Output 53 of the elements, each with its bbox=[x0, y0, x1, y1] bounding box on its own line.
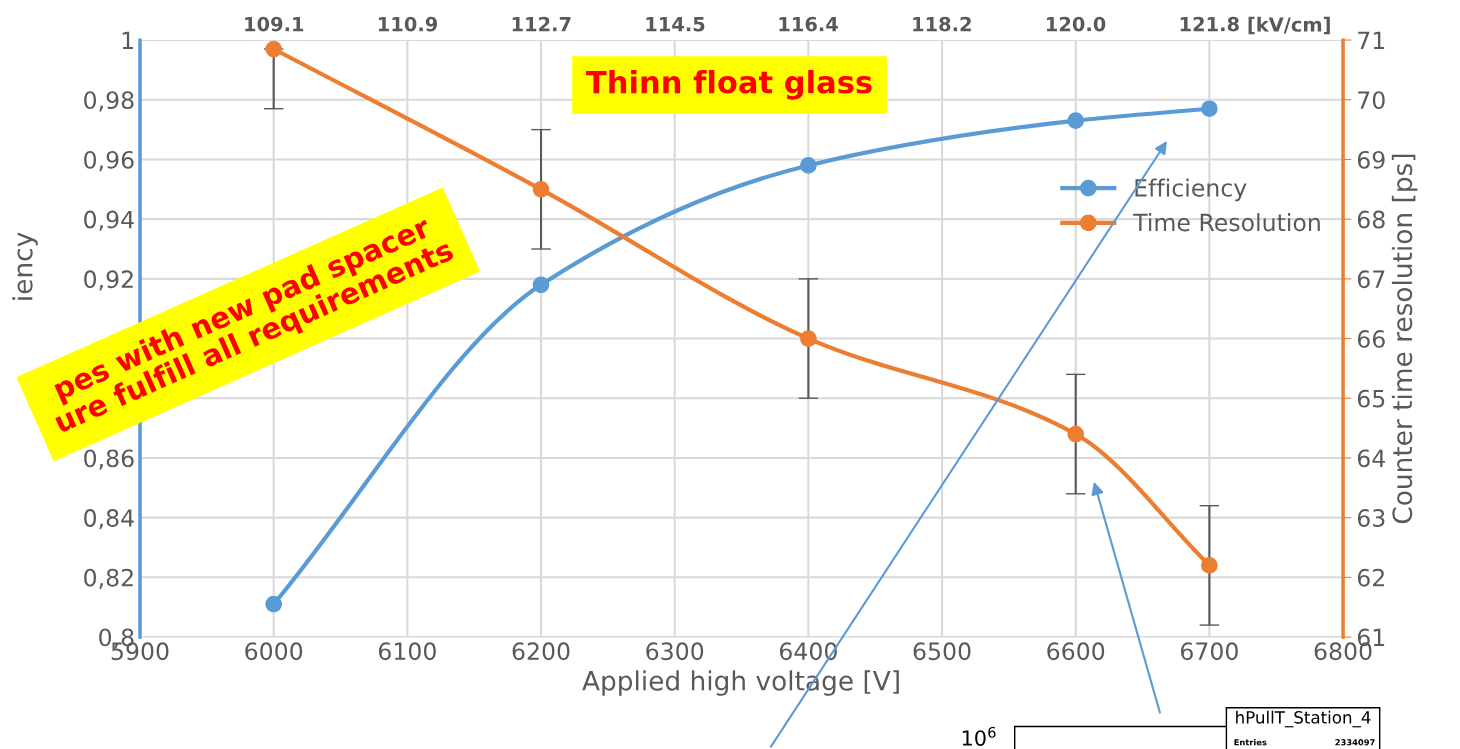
point bbox=[532, 276, 550, 294]
point bbox=[265, 595, 283, 613]
x2-tick-label: 114.5 bbox=[646, 16, 705, 32]
x-tick-label: 6600 bbox=[1047, 642, 1105, 661]
y2-tick-label: 66 bbox=[1357, 329, 1385, 348]
y-tick-label: 0,84 bbox=[84, 509, 134, 530]
point bbox=[800, 157, 817, 174]
y2-tick-label: 65 bbox=[1357, 389, 1385, 408]
x-tick-label: 6300 bbox=[646, 642, 704, 661]
y-tick-label: 0,92 bbox=[84, 270, 133, 291]
x-tick-label: 6200 bbox=[512, 642, 570, 661]
x-tick-label: 6000 bbox=[245, 642, 303, 661]
y-tick-label: 1 bbox=[122, 31, 133, 50]
point bbox=[1067, 425, 1085, 443]
point bbox=[1067, 112, 1085, 129]
text: 2334097 bbox=[1335, 739, 1375, 746]
y-tick-label: 0,96 bbox=[84, 150, 134, 172]
legend-label: Efficiency bbox=[1135, 178, 1247, 202]
x2-tick-label: 110.9 bbox=[378, 16, 438, 32]
x2-tick-label: 118.2 bbox=[913, 16, 971, 32]
text: Thinn float glass bbox=[586, 69, 872, 100]
y-tick-label: 0,94 bbox=[84, 210, 134, 231]
y-axis-title: iency bbox=[12, 232, 38, 300]
y2-tick-label: 70 bbox=[1358, 91, 1385, 110]
y-tick-label: 0,82 bbox=[84, 568, 133, 590]
x2-tick-label: 112.7 bbox=[512, 16, 571, 32]
x2-tick-label: 109.1 bbox=[245, 16, 304, 32]
y2-tick-label: 62 bbox=[1357, 568, 1384, 587]
x-tick-label: 6700 bbox=[1180, 642, 1238, 661]
y2-tick-label: 67 bbox=[1357, 270, 1385, 289]
x2-axis-title: [kV/cm] bbox=[1248, 16, 1330, 35]
x-tick-label: 6500 bbox=[913, 642, 971, 661]
text: Entries bbox=[1234, 738, 1267, 746]
y2-tick-label: 68 bbox=[1357, 210, 1385, 229]
text: hPullT_Station_4 bbox=[1236, 710, 1371, 728]
text: 10$^{6}$ bbox=[962, 726, 996, 746]
x2-tick-label: 116.4 bbox=[779, 16, 838, 32]
x2-tick-label: 120.0 bbox=[1046, 16, 1106, 32]
point bbox=[1201, 557, 1218, 574]
y2-tick-label: 71 bbox=[1358, 31, 1385, 50]
x2-tick-label: 121.8 bbox=[1180, 16, 1239, 32]
y2-tick-label: 63 bbox=[1357, 509, 1385, 527]
y2-tick-label: 69 bbox=[1357, 150, 1385, 169]
point bbox=[1201, 100, 1218, 118]
legend-label: Time Resolution bbox=[1133, 213, 1320, 232]
y-tick-label: 0,86 bbox=[84, 449, 134, 470]
point bbox=[800, 330, 817, 347]
point bbox=[265, 40, 283, 58]
y-tick-label: 0,98 bbox=[84, 91, 134, 112]
x-tick-label: 6100 bbox=[378, 642, 436, 661]
y2-axis-title: Counter time resolution [ps] bbox=[1391, 154, 1418, 524]
point bbox=[532, 180, 550, 198]
y2-tick-label: 64 bbox=[1357, 449, 1385, 468]
